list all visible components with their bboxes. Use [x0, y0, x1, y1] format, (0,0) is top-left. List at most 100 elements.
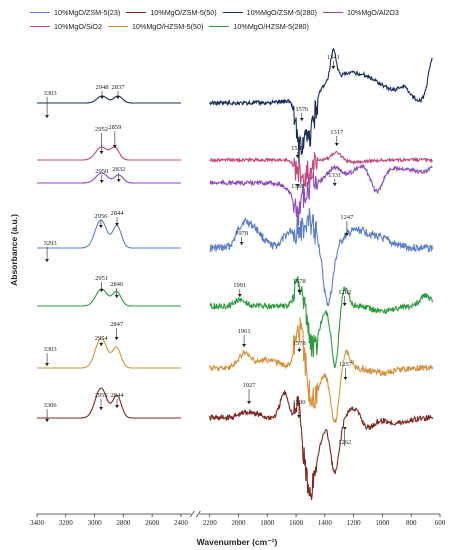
peak-label: 1978	[235, 230, 248, 237]
legend-label: 10%MgO/ZSM-5(23)	[54, 7, 121, 17]
x-tick-label: 1200	[347, 519, 362, 527]
legend-item-zsm5-50: 10%MgO/ZSM-5(50)	[126, 7, 217, 17]
legend: 10%MgO/ZSM-5(23) 10%MgO/ZSM-5(50) 10%MgO…	[30, 5, 455, 33]
spectrum-line	[37, 387, 434, 500]
peak-label: 3303	[44, 346, 57, 353]
peak-arrowhead	[45, 259, 50, 262]
legend-item-hzsm5-50: 10%MgO/HZSM-5(50)	[107, 21, 204, 31]
peak-label: 1961	[238, 328, 251, 335]
peak-arrowhead	[239, 242, 244, 245]
x-tick-label: 3200	[59, 519, 74, 527]
peak-arrowhead	[343, 377, 348, 380]
legend-swatch	[126, 11, 147, 13]
peak-label: 3293	[44, 240, 57, 247]
peak-label: 1576	[295, 106, 309, 113]
axis-break-mark	[196, 510, 201, 518]
x-tick-label: 1600	[289, 519, 304, 527]
peak-label: 1262	[338, 289, 351, 296]
peak-label: 2951	[95, 275, 108, 282]
peak-label: 2950	[95, 168, 108, 175]
peak-label: 2847	[110, 321, 124, 328]
legend-swatch	[322, 11, 343, 13]
peak-arrowhead	[99, 343, 104, 346]
x-tick-label: 2200	[203, 519, 218, 527]
peak-label: 3306	[44, 402, 58, 409]
peak-arrowhead	[331, 66, 336, 69]
legend-item-hzsm5-280: 10%MgO/HZSM-5(280)	[209, 22, 309, 31]
peak-arrowhead	[297, 349, 302, 352]
peak-label: 2859	[108, 124, 121, 131]
x-tick-label: 1400	[318, 519, 333, 527]
peak-label: 2955	[95, 392, 108, 399]
peak-label: 2954	[95, 335, 109, 342]
spectrum-line	[37, 208, 434, 307]
peak-arrowhead	[115, 223, 120, 226]
peak-label: 1317	[330, 129, 344, 136]
legend-row-1: 10%MgO/ZSM-5(23) 10%MgO/ZSM-5(50) 10%MgO…	[30, 5, 455, 19]
peak-arrowhead	[112, 145, 117, 148]
legend-label: 10%MgO/HZSM-5(280)	[233, 21, 309, 31]
peak-arrowhead	[296, 415, 301, 418]
peak-label: 2948	[96, 84, 109, 91]
peak-arrowhead	[114, 337, 119, 340]
peak-label: 2844	[111, 392, 125, 399]
legend-item-sio2: 10%MgO/SiO2	[30, 22, 102, 31]
legend-item-zsm5-280: 10%MgO/ZSM-5(280)	[222, 8, 317, 17]
x-tick-label: 1800	[260, 519, 275, 527]
peak-label: 1578	[293, 278, 306, 285]
spectrum-line	[37, 47, 433, 164]
legend-swatch	[30, 11, 50, 13]
peak-annotations: 3303 2948 2837 1576 1341 2952 2859 1589 1317 2950…	[44, 54, 354, 446]
peak-label: 1578	[293, 340, 306, 347]
axis-break-mark	[190, 510, 195, 518]
legend-label: 10%MgO/SiO2	[54, 21, 102, 31]
peak-arrowhead	[116, 179, 121, 182]
peak-arrowhead	[115, 405, 120, 408]
axis-break-gap	[191, 512, 200, 516]
x-tick-label: 2800	[116, 519, 131, 527]
x-tick-label: 2400	[174, 519, 189, 527]
peak-arrowhead	[334, 143, 339, 146]
peak-label: 2837	[112, 84, 126, 91]
legend-row-2: 10%MgO/SiO2 10%MgO/HZSM-5(50) 10%MgO/HZS…	[30, 19, 455, 33]
legend-swatch	[107, 25, 128, 27]
peak-arrowhead	[116, 96, 121, 99]
legend-swatch	[222, 11, 243, 13]
peak-arrowhead	[295, 155, 300, 158]
spectrum-line	[37, 317, 434, 423]
peak-arrowhead	[344, 233, 349, 236]
peak-label: 1580	[292, 399, 305, 406]
peak-label: 1341	[327, 54, 340, 61]
x-axis: 3400 3200 3000 2800 2600 2400 2200 2000 1800 1600…	[30, 510, 446, 527]
peak-arrowhead	[297, 290, 302, 293]
peak-arrowhead	[237, 294, 242, 297]
peak-label: 2846	[110, 281, 124, 288]
peak-arrowhead	[242, 344, 247, 347]
peak-label: 2844	[111, 210, 125, 217]
peak-label: 2956	[94, 213, 108, 220]
x-tick-label: 800	[406, 519, 417, 527]
peak-arrowhead	[99, 180, 104, 183]
peak-arrowhead	[100, 96, 105, 99]
peak-arrowhead	[332, 183, 337, 186]
peak-label: 1257	[339, 361, 353, 368]
x-tick-label: 3400	[30, 519, 45, 527]
peak-label: 2952	[95, 126, 108, 133]
peak-arrowhead	[99, 289, 104, 292]
legend-label: 10%MgO/ZSM-5(50)	[150, 7, 217, 17]
y-axis-label: Absorbance (a.u.)	[9, 214, 19, 286]
x-tick-label: 1000	[375, 519, 390, 527]
x-tick-label: 3000	[88, 519, 103, 527]
peak-label: 1991	[233, 282, 246, 289]
peak-label: 1927	[243, 382, 257, 389]
peak-arrowhead	[45, 419, 50, 422]
spectrum-line	[37, 163, 433, 226]
peak-label: 1589	[291, 145, 304, 152]
x-axis-label: Wavenumber (cm⁻¹)	[197, 537, 278, 547]
spectrum-line	[37, 276, 434, 369]
peak-arrowhead	[342, 427, 347, 430]
peak-arrowhead	[299, 118, 304, 121]
legend-label: 10%MgO/HZSM-5(50)	[131, 21, 204, 31]
